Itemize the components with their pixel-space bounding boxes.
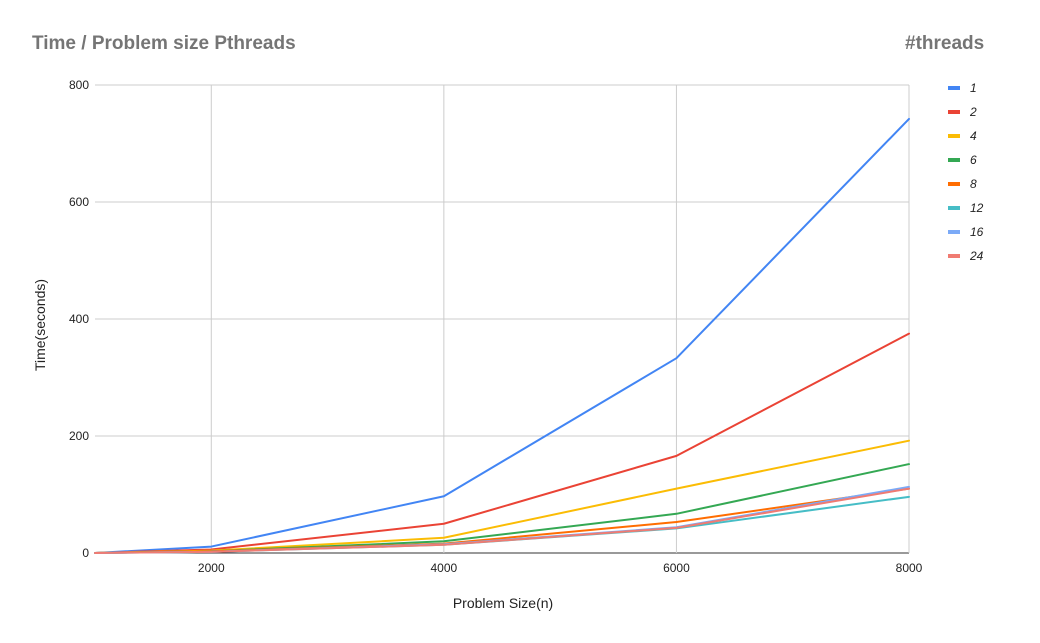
y-axis-label: Time(seconds): [32, 279, 48, 371]
legend-label-24: 24: [969, 249, 984, 263]
chart-title: Time / Problem size Pthreads: [32, 33, 296, 54]
x-tick-label: 4000: [431, 561, 458, 575]
legend-label-1: 1: [970, 81, 977, 95]
series-line-4: [94, 439, 910, 554]
legend-label-6: 6: [970, 153, 977, 167]
series-line-1: [94, 117, 910, 554]
tick-labels: 0 200 400 600 800 2000 4000 6000 8000: [69, 78, 923, 575]
y-tick-label: 800: [69, 78, 89, 92]
x-axis-label: Problem Size(n): [453, 595, 553, 611]
x-tick-label: 2000: [198, 561, 225, 575]
series-line-24: [94, 487, 910, 554]
x-tick-label: 6000: [663, 561, 690, 575]
series-line-2: [94, 332, 910, 554]
series-line-8: [94, 487, 910, 554]
grid: [95, 84, 910, 554]
y-tick-label: 400: [69, 312, 89, 326]
legend-label-4: 4: [970, 129, 977, 143]
legend-label-12: 12: [970, 201, 984, 215]
legend-label-16: 16: [970, 225, 984, 239]
y-tick-label: 200: [69, 429, 89, 443]
y-tick-label: 600: [69, 195, 89, 209]
legend-title: #threads: [905, 33, 985, 54]
series-line-16: [94, 485, 910, 554]
y-tick-label: 0: [82, 546, 89, 560]
series-lines: [94, 117, 910, 554]
x-tick-label: 8000: [896, 561, 923, 575]
legend-label-2: 2: [969, 105, 977, 119]
legend-label-8: 8: [970, 177, 977, 191]
